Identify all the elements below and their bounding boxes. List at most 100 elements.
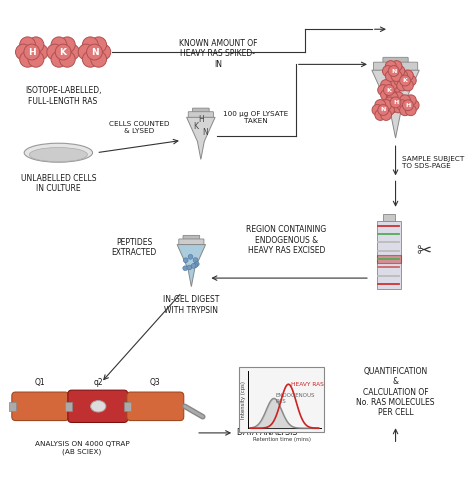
Text: K: K bbox=[386, 88, 392, 92]
Circle shape bbox=[28, 51, 44, 67]
FancyBboxPatch shape bbox=[68, 390, 128, 423]
FancyBboxPatch shape bbox=[124, 402, 130, 411]
Circle shape bbox=[187, 265, 192, 270]
FancyBboxPatch shape bbox=[65, 402, 72, 411]
Circle shape bbox=[375, 109, 386, 121]
Ellipse shape bbox=[24, 143, 92, 162]
Circle shape bbox=[397, 80, 408, 91]
Circle shape bbox=[388, 66, 399, 76]
Text: UNLABELLED CELLS
IN CULTURE: UNLABELLED CELLS IN CULTURE bbox=[21, 174, 96, 193]
Circle shape bbox=[386, 90, 397, 101]
Text: PEPTIDES
EXTRACTED: PEPTIDES EXTRACTED bbox=[112, 238, 157, 257]
Polygon shape bbox=[372, 70, 419, 138]
Circle shape bbox=[91, 51, 107, 67]
Circle shape bbox=[387, 102, 398, 113]
Text: K: K bbox=[402, 78, 408, 83]
Circle shape bbox=[385, 60, 396, 72]
Circle shape bbox=[405, 105, 416, 116]
Text: ISOTOPE-LABELLED,
FULL-LENGTH RAS: ISOTOPE-LABELLED, FULL-LENGTH RAS bbox=[25, 86, 101, 106]
Circle shape bbox=[55, 44, 71, 60]
FancyBboxPatch shape bbox=[383, 57, 408, 64]
Circle shape bbox=[385, 71, 396, 81]
Circle shape bbox=[383, 66, 393, 76]
Ellipse shape bbox=[91, 401, 106, 412]
Circle shape bbox=[405, 95, 416, 106]
Circle shape bbox=[386, 80, 397, 91]
Circle shape bbox=[20, 51, 36, 67]
Circle shape bbox=[375, 100, 386, 110]
Text: CELLS COUNTED
& LYSED: CELLS COUNTED & LYSED bbox=[109, 121, 169, 134]
Circle shape bbox=[381, 109, 392, 121]
Circle shape bbox=[400, 75, 410, 86]
Text: N: N bbox=[91, 47, 98, 57]
Circle shape bbox=[390, 97, 401, 108]
Text: DATA ANALYSIS: DATA ANALYSIS bbox=[237, 428, 298, 438]
Circle shape bbox=[381, 100, 392, 110]
FancyBboxPatch shape bbox=[376, 255, 401, 263]
Text: KNOWN AMOUNT OF
HEAVY RAS SPIKED-
IN: KNOWN AMOUNT OF HEAVY RAS SPIKED- IN bbox=[179, 39, 257, 69]
Text: K: K bbox=[193, 121, 199, 131]
Circle shape bbox=[378, 105, 389, 115]
Circle shape bbox=[193, 257, 198, 262]
Text: K: K bbox=[60, 47, 67, 57]
Circle shape bbox=[78, 44, 94, 60]
Text: SAMPLE SUBJECT
TO SDS-PAGE: SAMPLE SUBJECT TO SDS-PAGE bbox=[402, 156, 465, 169]
Circle shape bbox=[95, 44, 111, 60]
Circle shape bbox=[51, 51, 67, 67]
FancyBboxPatch shape bbox=[188, 112, 213, 118]
Circle shape bbox=[191, 263, 196, 268]
Circle shape bbox=[64, 44, 79, 60]
Circle shape bbox=[383, 105, 394, 115]
Circle shape bbox=[51, 37, 67, 53]
FancyBboxPatch shape bbox=[9, 402, 16, 411]
Text: QUANTIFICATION
&
CALCULATION OF
No. RAS MOLECULES
PER CELL: QUANTIFICATION & CALCULATION OF No. RAS … bbox=[356, 367, 435, 417]
Circle shape bbox=[387, 92, 398, 103]
Circle shape bbox=[59, 51, 75, 67]
Circle shape bbox=[372, 105, 383, 115]
FancyBboxPatch shape bbox=[383, 213, 395, 221]
Circle shape bbox=[183, 266, 188, 271]
FancyBboxPatch shape bbox=[192, 108, 209, 113]
Circle shape bbox=[16, 44, 31, 60]
FancyBboxPatch shape bbox=[374, 62, 418, 71]
Text: Q3: Q3 bbox=[150, 378, 161, 387]
Circle shape bbox=[20, 37, 36, 53]
Circle shape bbox=[397, 70, 408, 81]
Circle shape bbox=[82, 51, 98, 67]
Text: H: H bbox=[28, 47, 36, 57]
Circle shape bbox=[393, 102, 404, 113]
Circle shape bbox=[384, 97, 395, 108]
Circle shape bbox=[381, 80, 392, 91]
Circle shape bbox=[183, 258, 188, 263]
Text: H: H bbox=[393, 100, 398, 105]
Circle shape bbox=[82, 37, 98, 53]
Circle shape bbox=[32, 44, 48, 60]
Circle shape bbox=[405, 75, 416, 86]
Circle shape bbox=[383, 85, 394, 95]
Circle shape bbox=[91, 37, 107, 53]
Text: 100 µg OF LYSATE
TAKEN: 100 µg OF LYSATE TAKEN bbox=[223, 111, 289, 124]
Text: H: H bbox=[198, 115, 204, 124]
FancyBboxPatch shape bbox=[12, 392, 69, 421]
Polygon shape bbox=[187, 117, 215, 159]
Circle shape bbox=[400, 105, 410, 116]
FancyBboxPatch shape bbox=[376, 221, 401, 289]
Text: ANALYSIS ON 4000 QTRAP
(AB SCIEX): ANALYSIS ON 4000 QTRAP (AB SCIEX) bbox=[35, 441, 129, 455]
Circle shape bbox=[402, 100, 413, 111]
Circle shape bbox=[194, 262, 199, 266]
Circle shape bbox=[24, 44, 40, 60]
FancyBboxPatch shape bbox=[179, 239, 204, 245]
Circle shape bbox=[28, 37, 44, 53]
Circle shape bbox=[394, 66, 405, 76]
Circle shape bbox=[381, 90, 392, 101]
FancyBboxPatch shape bbox=[183, 235, 200, 240]
Text: Retention time (mins): Retention time (mins) bbox=[253, 437, 310, 442]
Circle shape bbox=[402, 80, 413, 91]
Text: N: N bbox=[391, 69, 396, 74]
Text: IN-GEL DIGEST
WITH TRYPSIN: IN-GEL DIGEST WITH TRYPSIN bbox=[163, 295, 219, 315]
Text: Intensity (cps): Intensity (cps) bbox=[241, 380, 246, 419]
Text: Q1: Q1 bbox=[35, 378, 46, 387]
Circle shape bbox=[389, 85, 400, 95]
Ellipse shape bbox=[29, 148, 87, 162]
Circle shape bbox=[408, 100, 419, 111]
